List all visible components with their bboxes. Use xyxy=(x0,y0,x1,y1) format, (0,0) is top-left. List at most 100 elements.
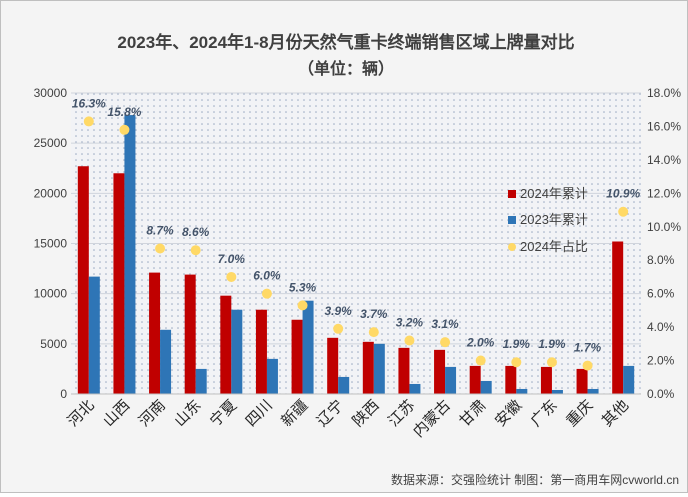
y-axis-right: 0.0% 2.0% 4.0% 6.0% 8.0% 10.0% 12.0% 14.0% 16.0%… xyxy=(647,86,681,401)
bar-2024 xyxy=(398,347,410,394)
y-left-tick-label: 20000 xyxy=(34,186,68,200)
share-points xyxy=(83,116,629,371)
share-point xyxy=(404,335,415,346)
share-data-label: 8.6% xyxy=(182,225,210,239)
share-data-label: 5.3% xyxy=(289,280,317,294)
bar-2023 xyxy=(516,388,528,394)
bar-2023 xyxy=(88,276,100,394)
x-tick-label: 辽宁 xyxy=(314,397,347,430)
share-point xyxy=(618,206,629,217)
share-point xyxy=(440,337,451,348)
share-data-label: 7.0% xyxy=(218,252,246,266)
bar-2023 xyxy=(445,366,457,394)
share-data-label: 1.9% xyxy=(503,337,531,351)
y-left-tick-label: 30000 xyxy=(34,86,68,100)
x-tick-label: 四川 xyxy=(243,397,276,430)
x-tick-label: 重庆 xyxy=(563,397,596,430)
share-data-label: 16.3% xyxy=(72,96,106,110)
x-tick-label: 新疆 xyxy=(278,397,311,430)
bar-2024 xyxy=(255,309,267,394)
legend: 2024年累计 2023年累计 2024年占比 xyxy=(508,186,588,254)
share-data-label: 6.0% xyxy=(253,269,281,283)
x-tick-label: 广东 xyxy=(528,397,561,430)
share-point xyxy=(333,323,344,334)
y-right-tick-label: 4.0% xyxy=(647,320,675,334)
source-note: 数据来源：交强险统计 制图：第一商用车网cvworld.cn xyxy=(391,472,679,487)
share-data-label: 1.7% xyxy=(574,341,602,355)
bar-2023 xyxy=(266,358,278,394)
share-point xyxy=(511,357,522,368)
share-point xyxy=(475,355,486,366)
y-right-tick-label: 8.0% xyxy=(647,253,675,267)
bar-2023 xyxy=(195,368,207,394)
y-right-tick-label: 14.0% xyxy=(647,153,681,167)
x-tick-label: 安徽 xyxy=(492,397,525,430)
share-data-label: 15.8% xyxy=(107,105,141,119)
share-point xyxy=(297,300,308,311)
bar-2023 xyxy=(373,343,385,394)
bar-2024 xyxy=(540,366,552,394)
share-data-label: 10.9% xyxy=(606,187,640,201)
x-tick-label: 山西 xyxy=(100,397,133,430)
bar-2024 xyxy=(327,337,339,394)
bar-2024 xyxy=(362,341,374,394)
x-tick-label: 甘肃 xyxy=(456,397,489,430)
bar-2024 xyxy=(505,365,517,394)
bar-2023 xyxy=(160,329,172,394)
bar-2024 xyxy=(291,319,303,394)
chart-title: 2023年、2024年1-8月份天然气重卡终端销售区域上牌量对比 xyxy=(117,32,574,52)
legend-swatch-2024 xyxy=(508,190,516,198)
share-point xyxy=(155,243,166,254)
bar-2024 xyxy=(434,349,446,394)
share-point xyxy=(582,360,593,371)
share-data-label: 3.9% xyxy=(325,304,353,318)
share-labels: 16.3%15.8% 8.7% 8.6% 7.0% 6.0% 5.3% 3.9% 3.7% 3.… xyxy=(72,96,641,354)
bar-2023 xyxy=(480,380,492,394)
bar-2023 xyxy=(302,300,314,394)
share-point xyxy=(226,271,237,282)
y-right-tick-label: 12.0% xyxy=(647,186,681,200)
share-data-label: 8.7% xyxy=(146,224,174,238)
legend-marker-share xyxy=(508,243,516,251)
y-right-tick-label: 2.0% xyxy=(647,354,675,368)
bar-2023 xyxy=(623,365,635,394)
share-point xyxy=(546,357,557,368)
y-left-tick-label: 15000 xyxy=(34,237,68,251)
y-right-tick-label: 18.0% xyxy=(647,86,681,100)
y-left-tick-label: 5000 xyxy=(40,337,67,351)
bar-2024 xyxy=(576,368,588,394)
share-point xyxy=(119,124,130,135)
share-point xyxy=(83,116,94,127)
share-point xyxy=(190,245,201,256)
x-tick-label: 山东 xyxy=(171,397,204,430)
share-point xyxy=(261,288,272,299)
x-tick-label: 宁夏 xyxy=(207,397,240,430)
share-data-label: 3.2% xyxy=(396,315,424,329)
bar-2024 xyxy=(220,295,232,394)
bar-2024 xyxy=(113,173,125,394)
legend-label-2023: 2023年累计 xyxy=(520,212,588,227)
share-data-label: 2.0% xyxy=(466,336,495,350)
legend-label-share: 2024年占比 xyxy=(520,239,588,254)
bar-2023 xyxy=(551,389,563,394)
y-axis-left: 0 5000 10000 15000 20000 25000 30000 xyxy=(34,86,68,401)
y-left-tick-label: 0 xyxy=(60,387,67,401)
bar-2024 xyxy=(184,274,196,394)
y-left-tick-label: 25000 xyxy=(34,136,68,150)
y-left-tick-label: 10000 xyxy=(34,287,68,301)
share-data-label: 3.7% xyxy=(360,307,388,321)
x-tick-label: 其他 xyxy=(599,397,632,430)
x-tick-label: 河北 xyxy=(64,397,97,430)
y-right-tick-label: 16.0% xyxy=(647,119,681,133)
legend-label-2024: 2024年累计 xyxy=(520,186,588,201)
bar-2024 xyxy=(612,241,624,394)
x-tick-label: 陕西 xyxy=(349,397,382,430)
y-right-tick-label: 10.0% xyxy=(647,220,681,234)
bar-2023 xyxy=(124,115,136,394)
bar-2023 xyxy=(587,388,599,394)
x-tick-label: 河南 xyxy=(136,397,169,430)
share-data-label: 1.9% xyxy=(538,337,566,351)
chart-subtitle: （单位：辆） xyxy=(298,59,394,78)
